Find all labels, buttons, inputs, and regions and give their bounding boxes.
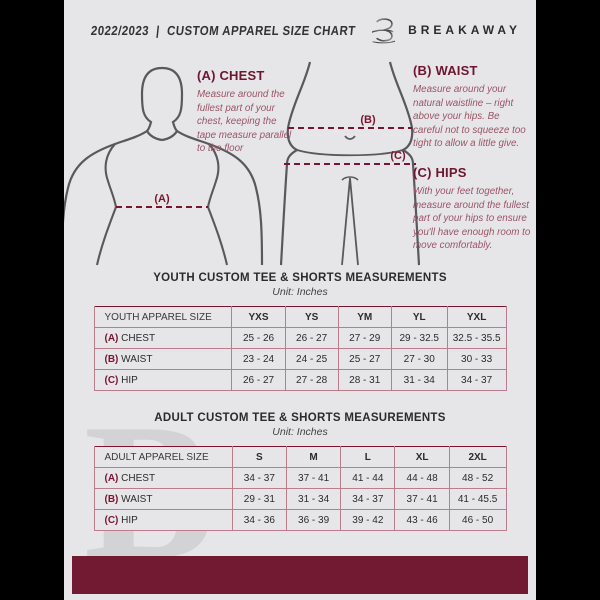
svg-text:(C): (C) xyxy=(390,150,406,162)
svg-text:(A): (A) xyxy=(154,193,170,205)
svg-text:(B): (B) xyxy=(360,114,376,126)
